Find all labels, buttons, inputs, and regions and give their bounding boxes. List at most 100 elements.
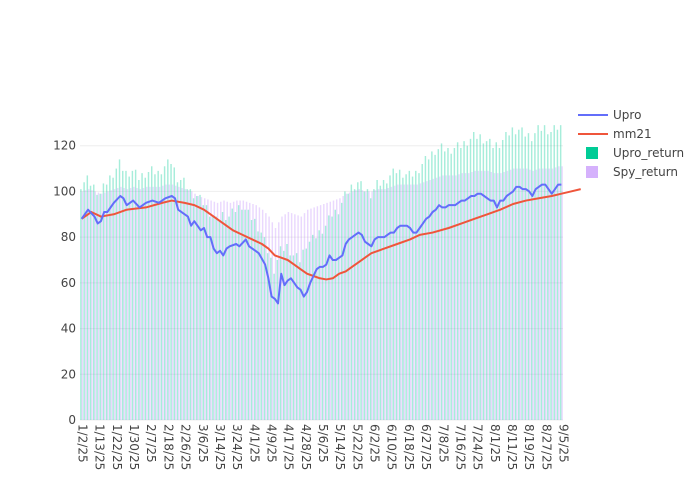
spy-return-bar xyxy=(445,175,447,420)
upro-return-bar xyxy=(208,216,211,420)
upro-return-bar xyxy=(373,189,375,420)
spy-return-bar xyxy=(519,168,521,420)
legend-item-spy-return[interactable]: Spy_return xyxy=(586,165,678,179)
spy-return-bar xyxy=(100,193,103,420)
spy-return-bar xyxy=(342,196,344,420)
upro-return-bar xyxy=(167,159,169,420)
x-tick-label: 5/6/25 xyxy=(316,424,330,463)
spy-return-bar xyxy=(265,213,267,420)
x-tick-label: 1/2/25 xyxy=(76,424,90,463)
upro-return-bar xyxy=(376,180,378,420)
upro-return-bar xyxy=(260,232,262,420)
spy-return-bar xyxy=(287,212,290,420)
x-tick-label: 8/11/25 xyxy=(505,424,519,470)
x-tick-label: 7/8/25 xyxy=(436,424,450,463)
spy-return-bar xyxy=(506,170,509,420)
upro-return-bar xyxy=(228,216,230,420)
x-axis-ticks: 1/2/25 1/13/25 1/22/25 1/30/25 2/7/25 2/18/25… xyxy=(76,424,571,470)
x-tick-label: 6/10/25 xyxy=(385,424,399,470)
spy-return-bar xyxy=(529,169,531,420)
x-tick-label: 7/24/25 xyxy=(471,424,485,470)
upro-return-bar xyxy=(456,142,459,421)
upro-return-bar xyxy=(324,225,327,420)
upro-return-bar xyxy=(318,230,320,420)
gridlines xyxy=(80,145,563,421)
spy-return-bar xyxy=(558,166,560,420)
upro-return-bar xyxy=(447,148,449,420)
x-tick-label: 9/5/25 xyxy=(557,424,571,463)
upro-return-bar xyxy=(170,164,172,420)
spy-return-bar xyxy=(542,168,544,420)
spy-return-bar xyxy=(516,168,518,420)
upro-return-bar xyxy=(96,194,98,420)
upro-return-bar xyxy=(366,189,369,420)
upro-return-bar xyxy=(524,136,526,421)
upro-return-bar xyxy=(402,177,404,420)
legend[interactable]: Upro mm21 Upro_return Spy_return xyxy=(578,108,684,179)
upro-return-bar xyxy=(254,218,256,420)
x-tick-label: 3/24/25 xyxy=(230,424,244,470)
upro-return-bar xyxy=(247,209,250,420)
spy-return-bar xyxy=(223,200,225,420)
spy-return-bar xyxy=(493,173,496,420)
upro-return-bar xyxy=(312,234,314,420)
upro-return-bar xyxy=(363,191,365,420)
upro-return-bar xyxy=(530,141,533,420)
spy-return-bar xyxy=(107,191,109,420)
upro-return-bar xyxy=(485,141,488,420)
spy-return-bar xyxy=(149,186,151,420)
legend-item-upro[interactable]: Upro xyxy=(578,108,641,122)
upro-return-bar xyxy=(334,209,336,420)
upro-return-bar xyxy=(395,173,398,420)
spy-return-bar xyxy=(361,190,364,420)
spy-return-bar xyxy=(461,173,464,420)
upro-return-bar xyxy=(360,181,362,420)
spy-return-bar xyxy=(410,184,412,420)
upro-return-bar xyxy=(534,133,536,420)
spy-return-bar xyxy=(278,222,280,420)
x-tick-label: 5/14/25 xyxy=(333,424,347,470)
upro-return-bar xyxy=(408,170,411,420)
upro-return-bar xyxy=(115,168,118,420)
spy-return-bar xyxy=(242,200,245,420)
spy-return-bar xyxy=(120,186,122,420)
spy-return-bar xyxy=(310,208,312,420)
spy-return-bar xyxy=(152,186,154,420)
spy-return-bar xyxy=(345,193,348,420)
upro-return-bar xyxy=(286,244,288,420)
legend-item-mm21[interactable]: mm21 xyxy=(578,127,652,141)
spy-return-bar xyxy=(484,170,486,420)
spy-return-bar xyxy=(490,172,492,420)
spy-return-bar xyxy=(239,200,241,420)
x-tick-label: 2/7/25 xyxy=(144,424,158,463)
y-tick-label: 40 xyxy=(61,322,76,336)
spy-return-bar xyxy=(303,213,306,420)
upro-return-bar xyxy=(331,216,333,420)
x-tick-label: 2/18/25 xyxy=(161,424,175,470)
spy-return-bar xyxy=(104,192,106,420)
spy-return-bar xyxy=(313,207,315,420)
x-tick-label: 3/14/25 xyxy=(213,424,227,470)
legend-item-upro-return[interactable]: Upro_return xyxy=(586,146,684,160)
upro-return-bar xyxy=(460,148,462,420)
spy-return-bar xyxy=(216,202,219,420)
y-tick-label: 60 xyxy=(61,276,76,290)
upro-return-bar xyxy=(479,134,481,421)
upro-return-bar xyxy=(270,257,272,420)
x-tick-label: 5/22/25 xyxy=(350,424,364,470)
upro-return-bar xyxy=(199,194,201,420)
spy-return-bar xyxy=(226,201,228,420)
spy-return-bar xyxy=(207,199,209,420)
spy-return-bar xyxy=(268,216,270,420)
upro-return-bar xyxy=(89,185,92,420)
spy-return-bar xyxy=(236,200,238,420)
spy-return-bar xyxy=(168,184,170,420)
upro-return-bar xyxy=(163,166,166,420)
upro-return-bar xyxy=(550,132,552,420)
upro-return-bar xyxy=(392,168,394,420)
spy-return-bar xyxy=(335,199,338,420)
upro-return-bar xyxy=(80,189,82,420)
spy-return-bar xyxy=(496,173,499,420)
x-tick-label: 3/6/25 xyxy=(196,424,210,463)
upro-return-bar xyxy=(83,182,85,420)
